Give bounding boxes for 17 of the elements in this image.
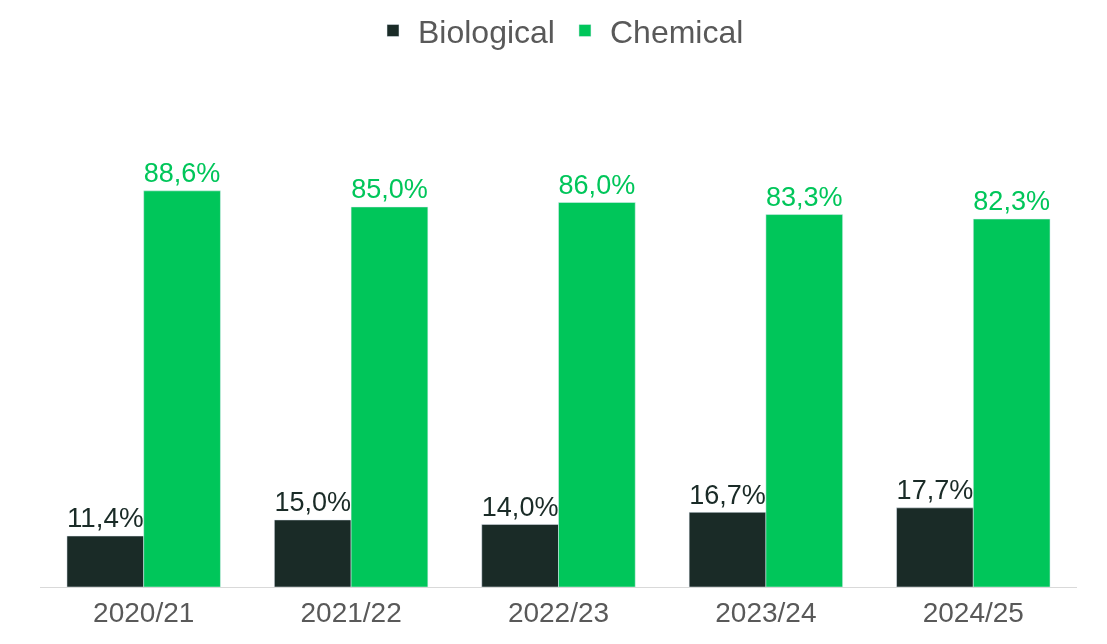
x-tick-label: 2022/23 [507, 596, 610, 628]
data-label: 82,3% [973, 186, 1051, 217]
x-tick-label: 2024/25 [922, 596, 1024, 628]
x-tick-label: 2021/22 [300, 596, 402, 628]
data-label: 11,4% [66, 502, 144, 534]
data-label: 88,6% [143, 158, 221, 189]
x-tick-label: 2020/21 [93, 596, 195, 628]
data-label: 85,0% [351, 174, 428, 205]
data-label: 86,0% [558, 169, 636, 200]
legend-label: Biological [418, 14, 555, 50]
data-label: 15,0% [274, 487, 352, 518]
data-label: 16,7% [689, 479, 766, 510]
data-label: 17,7% [896, 475, 974, 506]
x-tick-label: 2023/24 [715, 596, 817, 628]
data-label: 14,0% [481, 491, 559, 522]
legend-label: Chemical [609, 14, 744, 50]
data-label: 83,3% [765, 182, 843, 213]
